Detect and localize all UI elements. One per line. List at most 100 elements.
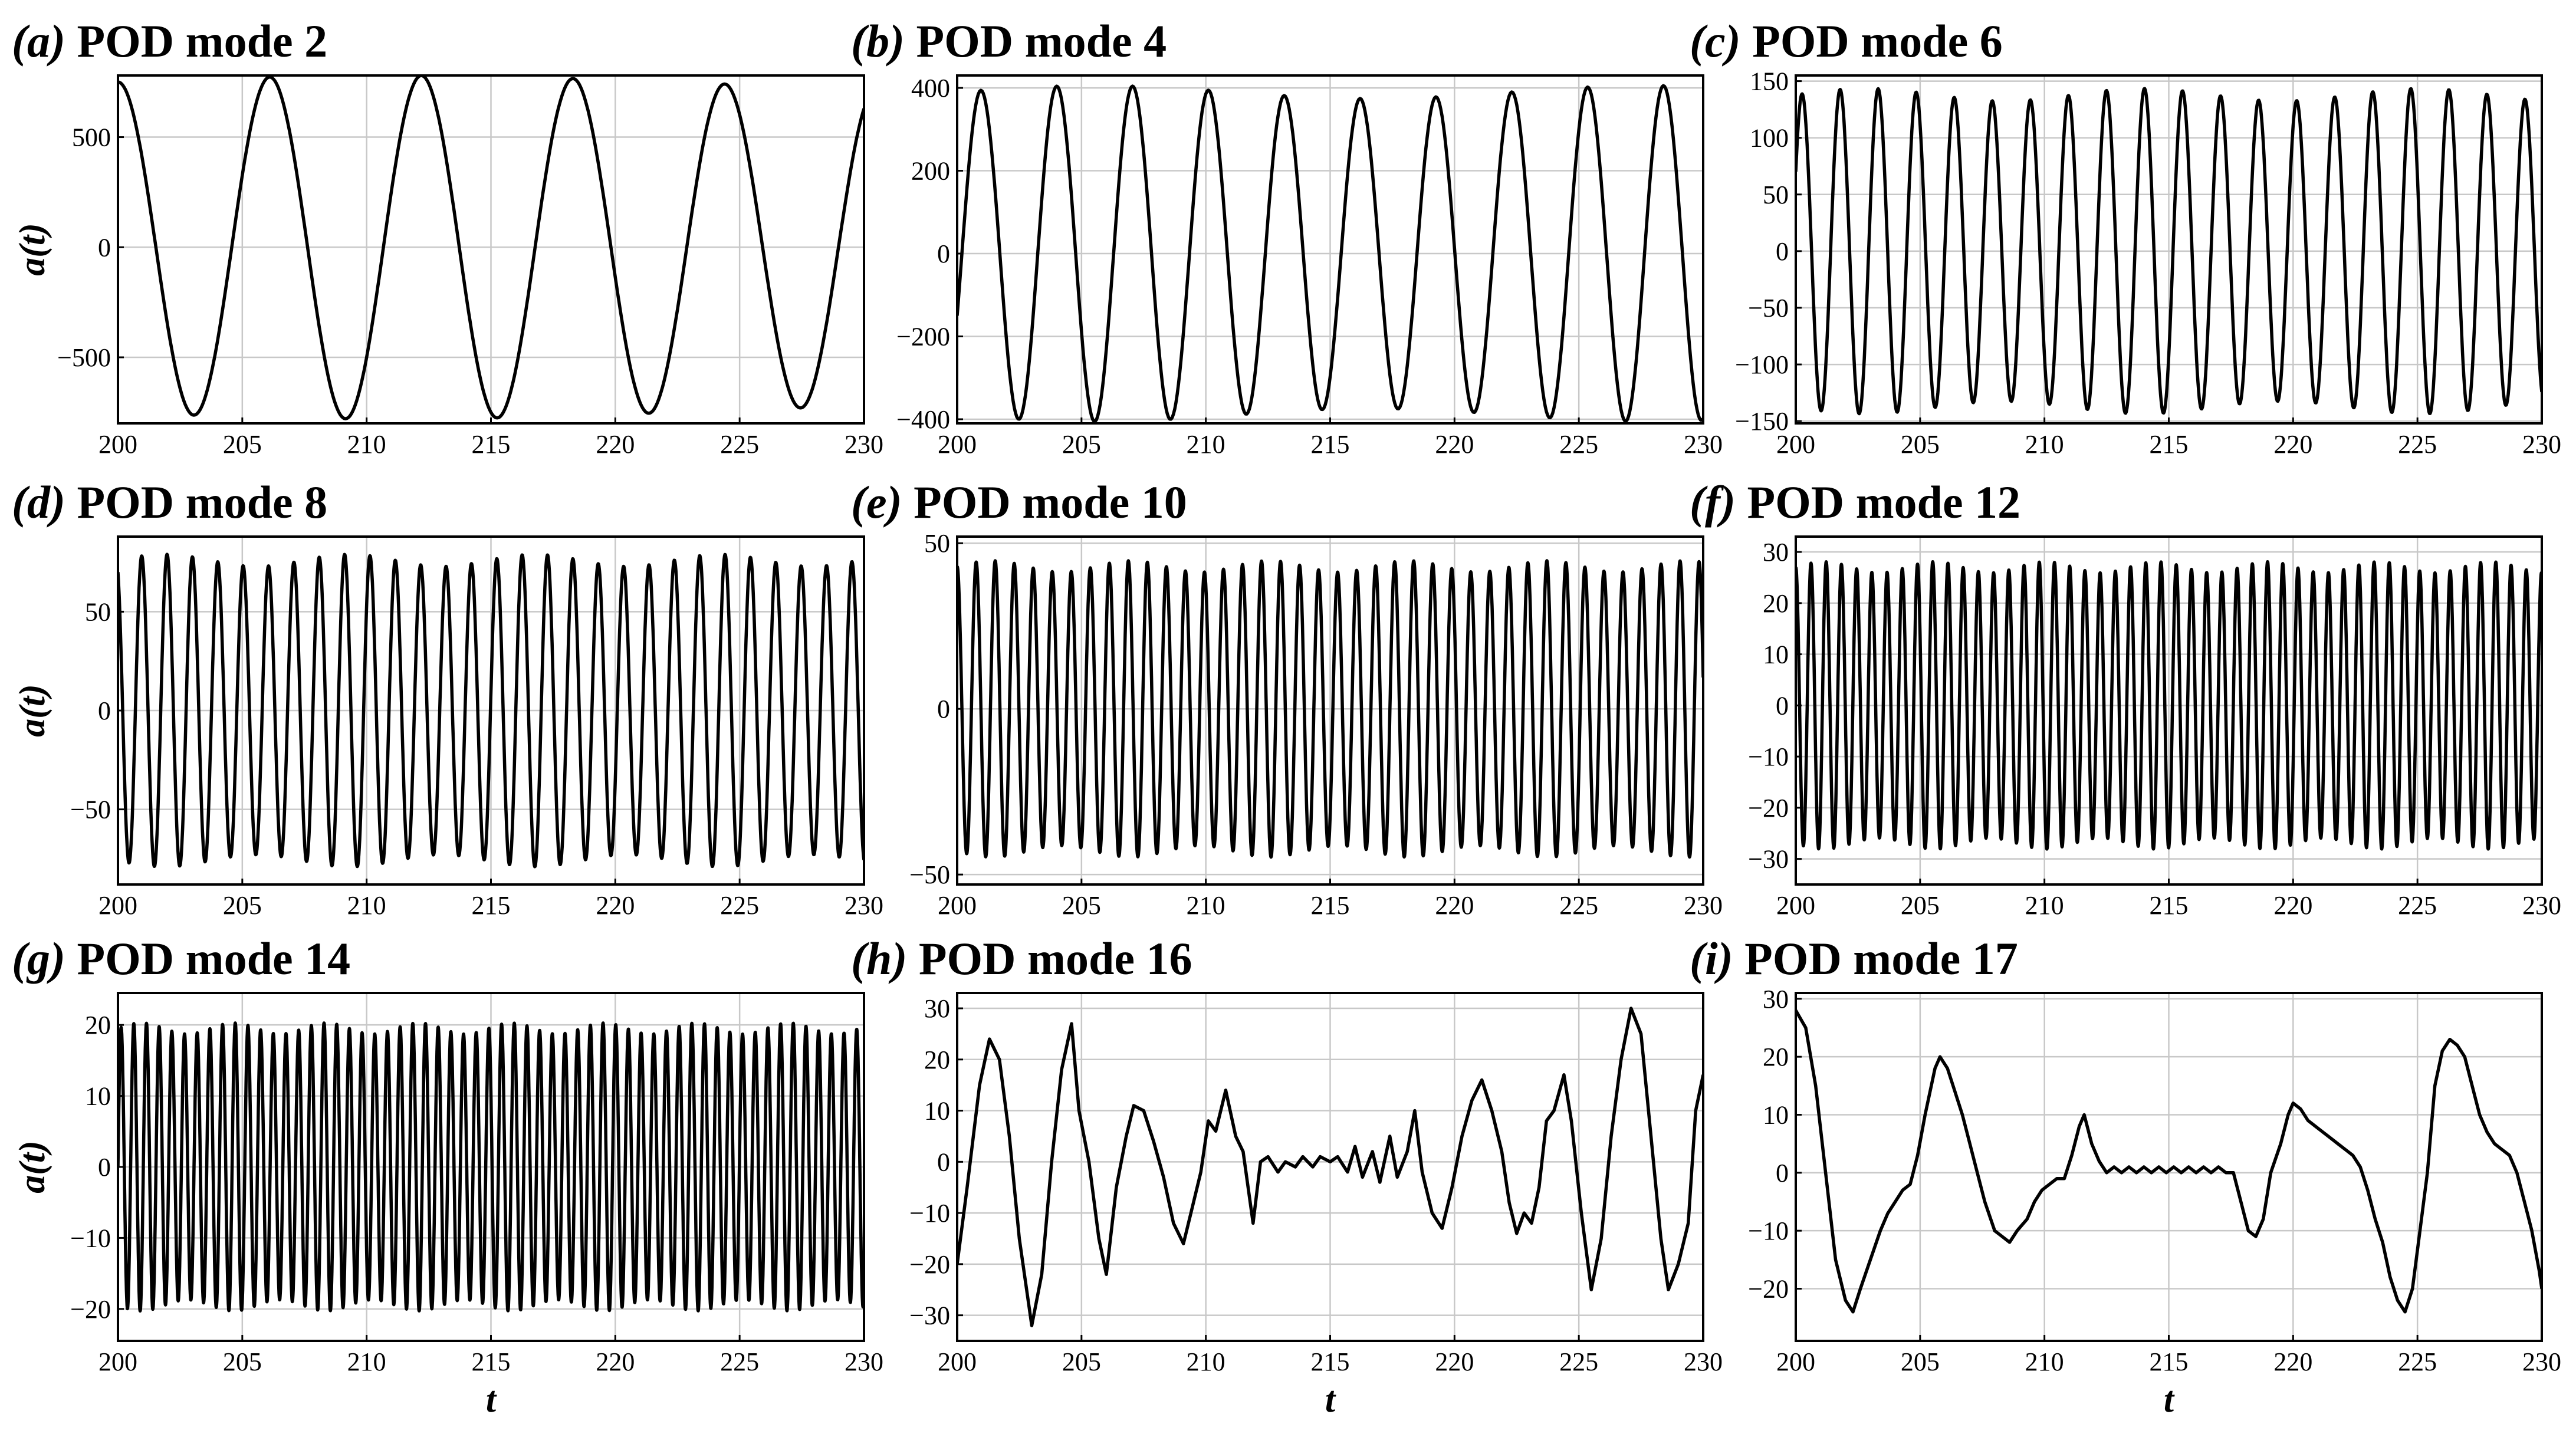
y-tick-label: 20: [85, 1011, 111, 1040]
x-tick-label: 220: [596, 1347, 635, 1376]
x-tick-label: 200: [938, 430, 977, 459]
y-tick-label: −20: [70, 1295, 111, 1324]
x-tick-label: 210: [1187, 430, 1225, 459]
y-tick-label: 30: [924, 994, 950, 1023]
series-line: [957, 84, 1703, 423]
y-tick-label: 50: [924, 529, 950, 558]
y-tick-label: 100: [1750, 124, 1789, 153]
series-line: [1796, 1009, 2542, 1314]
series-line: [957, 1007, 1703, 1327]
x-tick-label: 205: [1901, 430, 1940, 459]
x-tick-label: 220: [1435, 1347, 1474, 1376]
x-tick-label: 215: [2150, 1347, 2189, 1376]
y-tick-label: 10: [85, 1082, 111, 1111]
x-tick-label: 200: [938, 1347, 977, 1376]
series-line: [118, 553, 864, 869]
y-tick-label: 10: [924, 1097, 950, 1126]
y-tick-label: 20: [1763, 1043, 1789, 1071]
x-tick-label: 215: [1311, 430, 1350, 459]
x-tick-label: 220: [596, 430, 635, 459]
x-tick-label: 225: [720, 891, 759, 920]
x-tick-label: 230: [2522, 891, 2561, 920]
panel-title: (e) POD mode 10: [851, 476, 1187, 528]
x-tick-label: 230: [2522, 1347, 2561, 1376]
series-line: [118, 75, 864, 420]
y-tick-label: −10: [1748, 1216, 1789, 1245]
x-tick-label: 230: [1684, 1347, 1723, 1376]
series-line: [1796, 560, 2542, 851]
x-tick-label: 220: [1435, 430, 1474, 459]
x-axis-label: t: [486, 1380, 497, 1420]
x-tick-label: 205: [1062, 1347, 1101, 1376]
panel-title: (f) POD mode 12: [1690, 476, 2020, 528]
y-axis-label: a(t): [12, 684, 52, 737]
x-tick-label: 230: [845, 430, 883, 459]
x-tick-label: 220: [2273, 430, 2312, 459]
x-tick-label: 230: [845, 1347, 883, 1376]
y-tick-label: 30: [1763, 985, 1789, 1014]
y-tick-label: −50: [70, 795, 111, 824]
y-tick-label: 0: [98, 696, 111, 725]
y-tick-label: −50: [909, 860, 950, 889]
y-tick-label: −150: [1735, 407, 1789, 436]
x-tick-label: 230: [1684, 891, 1723, 920]
y-tick-label: 0: [1776, 237, 1789, 266]
x-tick-label: 200: [1776, 1347, 1815, 1376]
x-tick-label: 225: [1559, 891, 1598, 920]
y-tick-label: −100: [1735, 350, 1789, 379]
panel-b: (b) POD mode 4 200 205 210 215 220 225 230 −400 −…: [851, 15, 1723, 459]
panel-title: (b) POD mode 4: [851, 15, 1167, 67]
y-tick-label: −10: [1748, 742, 1789, 771]
x-tick-label: 225: [1559, 430, 1598, 459]
x-tick-label: 215: [1311, 891, 1350, 920]
x-tick-label: 220: [2273, 891, 2312, 920]
x-tick-label: 225: [2398, 1347, 2437, 1376]
panel-e: (e) POD mode 10 200 205 210 215 220 225 230 −50 0…: [851, 476, 1723, 920]
x-tick-label: 215: [472, 891, 511, 920]
x-axis-label: t: [2164, 1380, 2175, 1420]
x-tick-label: 210: [1187, 1347, 1225, 1376]
x-tick-label: 205: [1901, 1347, 1940, 1376]
x-tick-label: 230: [2522, 430, 2561, 459]
y-tick-label: −50: [1748, 294, 1789, 323]
y-tick-label: −200: [896, 323, 950, 351]
y-tick-label: 400: [911, 74, 950, 103]
x-axis-label: t: [1325, 1380, 1336, 1420]
x-tick-label: 205: [223, 1347, 262, 1376]
series-line: [1796, 87, 2542, 416]
y-tick-label: −10: [909, 1199, 950, 1228]
x-tick-label: 200: [98, 430, 137, 459]
y-tick-label: −20: [1748, 794, 1789, 823]
y-tick-label: 30: [1763, 538, 1789, 567]
panel-title: (i) POD mode 17: [1690, 933, 2018, 984]
x-tick-label: 225: [1559, 1347, 1598, 1376]
panel-title: (c) POD mode 6: [1690, 15, 2003, 67]
y-tick-label: −10: [70, 1224, 111, 1252]
x-tick-label: 210: [2025, 891, 2064, 920]
y-tick-label: 0: [937, 695, 950, 724]
x-tick-label: 225: [2398, 430, 2437, 459]
x-tick-label: 220: [596, 891, 635, 920]
x-tick-label: 225: [2398, 891, 2437, 920]
series-line: [957, 559, 1703, 859]
y-tick-label: 50: [85, 597, 111, 626]
y-tick-label: 500: [72, 123, 111, 152]
y-axis-label: a(t): [12, 1140, 52, 1193]
y-tick-label: 20: [924, 1045, 950, 1074]
x-tick-label: 200: [1776, 430, 1815, 459]
x-tick-label: 200: [98, 891, 137, 920]
x-tick-label: 220: [2273, 1347, 2312, 1376]
x-tick-label: 225: [720, 1347, 759, 1376]
y-tick-label: 0: [98, 233, 111, 262]
x-tick-label: 210: [2025, 430, 2064, 459]
y-tick-label: −20: [909, 1250, 950, 1279]
y-tick-label: −30: [909, 1301, 950, 1330]
x-tick-label: 215: [2150, 430, 2189, 459]
y-tick-label: 0: [98, 1153, 111, 1182]
y-tick-label: −500: [57, 343, 111, 372]
x-tick-label: 215: [472, 430, 511, 459]
x-tick-label: 215: [472, 1347, 511, 1376]
